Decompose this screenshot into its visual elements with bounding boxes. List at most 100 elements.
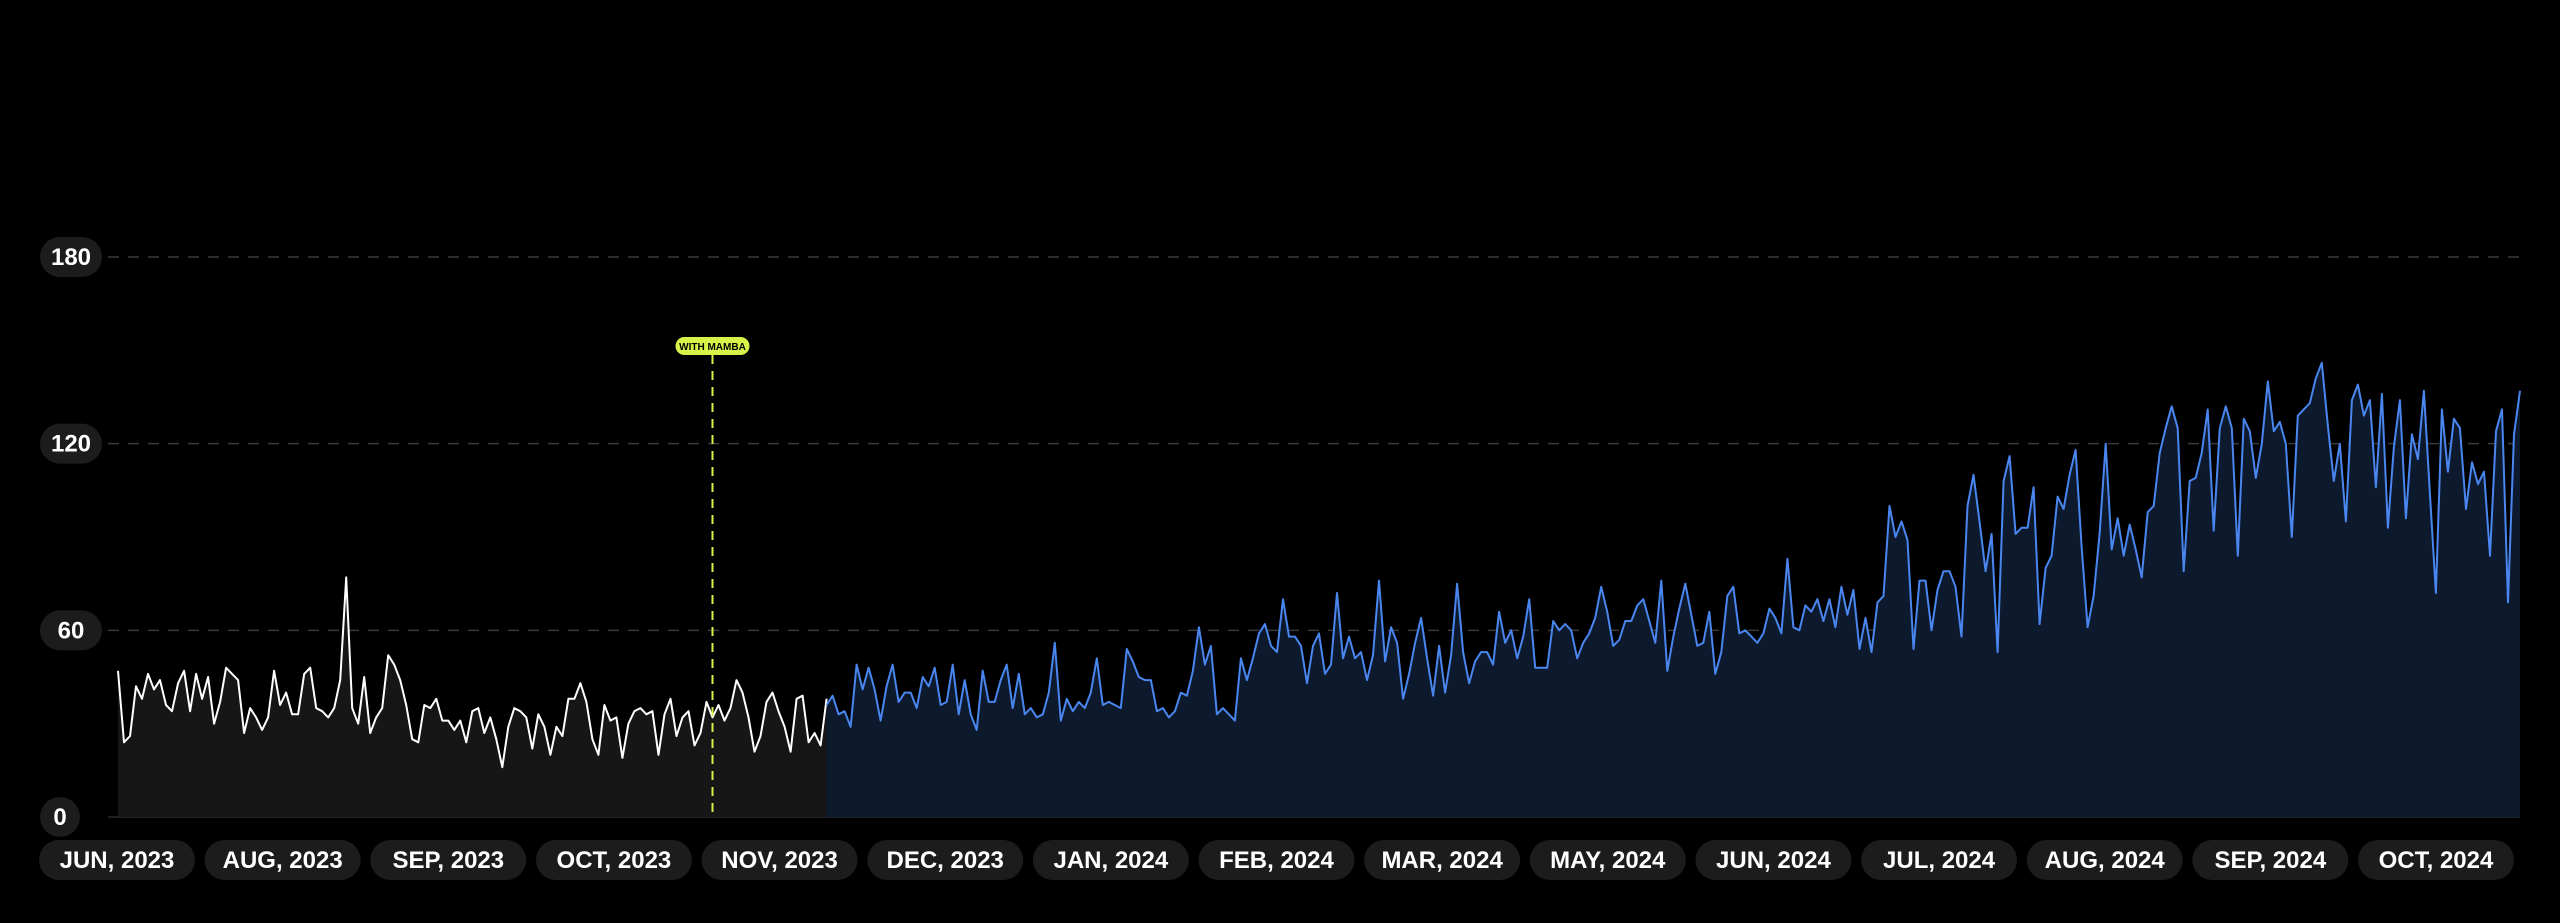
x-tick-label: SEP, 2023 [392,847,504,874]
data-point [789,750,792,753]
data-point [2128,523,2131,526]
data-point [117,669,120,672]
data-point [1990,532,1993,535]
data-point [219,700,222,703]
data-point [1690,613,1693,616]
data-point [2290,536,2293,539]
data-point [465,741,468,744]
data-point [999,679,1002,682]
data-point [705,700,708,703]
data-point [1702,641,1705,644]
data-point [2206,408,2209,411]
data-point [2164,427,2167,430]
data-point [1306,682,1309,685]
data-point [1582,641,1585,644]
data-point [579,682,582,685]
data-point [129,735,132,738]
data-point [1137,676,1140,679]
data-point [1756,641,1759,644]
x-tick-pill [204,840,361,880]
data-point [663,713,666,716]
data-point [939,704,942,707]
data-point [1570,629,1573,632]
data-point [1324,672,1327,675]
data-point [1167,716,1170,719]
data-point [195,672,198,675]
data-point [2501,408,2504,411]
data-point [2224,405,2227,408]
area-before [118,577,827,817]
data-point [879,719,882,722]
data-point [1888,504,1891,507]
data-point [1288,635,1291,638]
data-point [2416,458,2419,461]
data-point [555,725,558,728]
data-point [1047,691,1050,694]
x-tick-pill [1695,840,1852,880]
data-point [849,725,852,728]
data-point [1005,663,1008,666]
data-point [867,666,870,669]
x-tick-label: JUL, 2024 [1883,847,1996,874]
data-point [1732,585,1735,588]
data-point [2410,433,2413,436]
y-tick-label: 60 [58,617,85,644]
data-point [1516,657,1519,660]
data-point [231,672,234,675]
data-point [1390,626,1393,629]
data-point [147,672,150,675]
data-point [975,728,978,731]
data-point [2110,548,2113,551]
data-point [1035,716,1038,719]
data-point [1648,620,1651,623]
data-point [1209,644,1212,647]
data-point [459,719,462,722]
data-point [1378,579,1381,582]
data-point [1798,629,1801,632]
data-point [2380,392,2383,395]
data-point [2104,442,2107,445]
data-point [969,713,972,716]
data-point [1312,644,1315,647]
data-point [1071,710,1074,713]
data-point [621,756,624,759]
data-point [891,663,894,666]
data-point [945,700,948,703]
data-point [2422,389,2425,392]
data-point [1678,607,1681,610]
data-point [1996,651,1999,654]
data-point [1336,592,1339,595]
data-point [981,669,984,672]
data-point [2014,532,2017,535]
data-point [609,719,612,722]
data-point [333,707,336,710]
data-point [1828,598,1831,601]
data-point [855,663,858,666]
data-point [1432,694,1435,697]
data-point [1366,679,1369,682]
data-point [177,682,180,685]
data-point [1149,679,1152,682]
data-point [669,697,672,700]
data-point [1444,691,1447,694]
data-point [1089,691,1092,694]
data-point [303,672,306,675]
data-point [897,700,900,703]
data-point [1239,657,1242,660]
data-point [1318,632,1321,635]
data-point [831,694,834,697]
data-point [2140,576,2143,579]
data-point [2356,383,2359,386]
data-point [141,697,144,700]
data-point [1300,644,1303,647]
data-point [1065,697,1068,700]
data-point [633,710,636,713]
data-point [123,741,126,744]
data-point [471,710,474,713]
data-point [1750,635,1753,638]
data-point [1294,635,1297,638]
data-point [813,732,816,735]
data-point [321,710,324,713]
data-point [693,744,696,747]
data-point [1630,620,1633,623]
